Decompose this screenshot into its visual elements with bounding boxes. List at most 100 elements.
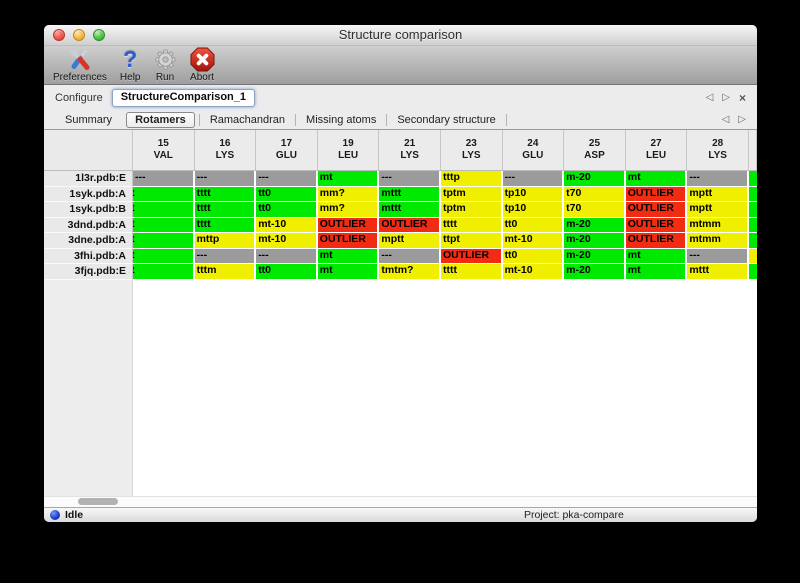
table-cell[interactable]: mt-10 <box>502 233 565 249</box>
table-cell[interactable]: OUTLIER <box>440 248 503 264</box>
table-cell[interactable]: m-20 <box>564 171 626 187</box>
table-cell[interactable]: tt0 <box>256 186 318 202</box>
table-cell[interactable]: m-20 <box>564 217 626 233</box>
toolbar-item-help[interactable]: ? Help <box>120 46 141 84</box>
table-cell[interactable]: tttt <box>194 186 257 202</box>
table-cell[interactable]: tp10 <box>502 202 565 218</box>
table-cell[interactable]: mtmm <box>687 217 749 233</box>
table-cell-partial[interactable] <box>748 217 757 233</box>
column-header-15[interactable]: 15 VAL <box>133 130 195 171</box>
table-cell[interactable]: OUTLIER <box>625 233 688 249</box>
table-cell[interactable]: t70 <box>564 202 626 218</box>
tab-secondary-structure[interactable]: Secondary structure <box>397 113 496 126</box>
table-cell-partial[interactable] <box>748 248 757 264</box>
table-cell[interactable]: tttt <box>440 217 503 233</box>
toolbar-item-run[interactable]: Run <box>154 46 177 83</box>
table-cell[interactable]: mt <box>317 248 380 264</box>
column-header-17[interactable]: 17 GLU <box>256 130 318 171</box>
table-cell[interactable]: mt <box>317 171 380 187</box>
table-cell[interactable]: mt <box>625 248 688 264</box>
table-cell[interactable]: --- <box>194 248 257 264</box>
configure-name-field[interactable]: StructureComparison_1 <box>111 88 256 107</box>
table-cell[interactable]: tttt <box>194 217 257 233</box>
minimize-window-button[interactable] <box>73 29 85 41</box>
table-cell[interactable]: mt <box>317 264 380 280</box>
table-cell[interactable]: tptm <box>440 186 503 202</box>
table-cell[interactable]: --- <box>502 171 565 187</box>
row-label[interactable]: 3dnd.pdb:A <box>44 217 133 233</box>
table-cell[interactable]: mttt <box>379 186 441 202</box>
table-cell-partial[interactable] <box>748 186 757 202</box>
column-header-23[interactable]: 23 LYS <box>440 130 503 171</box>
tab-missing-atoms[interactable]: Missing atoms <box>306 113 377 126</box>
table-cell[interactable]: mm? <box>317 202 380 218</box>
table-cell[interactable]: tp10 <box>502 186 565 202</box>
table-cell[interactable]: --- <box>194 171 257 187</box>
column-header-24[interactable]: 24 GLU <box>502 130 565 171</box>
toolbar-item-preferences[interactable]: Preferences <box>53 46 107 83</box>
table-cell[interactable]: t70 <box>564 186 626 202</box>
table-cell[interactable]: OUTLIER <box>317 217 380 233</box>
table-cell[interactable]: --- <box>687 248 749 264</box>
table-cell[interactable]: mt-10 <box>256 217 318 233</box>
row-label[interactable]: 3fhi.pdb:A <box>44 248 133 264</box>
zoom-window-button[interactable] <box>93 29 105 41</box>
table-cell[interactable]: tttm <box>194 264 257 280</box>
table-cell[interactable]: t <box>133 248 195 264</box>
table-cell[interactable]: m-20 <box>564 264 626 280</box>
tabs-prev-button[interactable]: ◁ <box>721 113 730 125</box>
table-cell[interactable]: mptt <box>379 233 441 249</box>
config-prev-button[interactable]: ◁ <box>705 91 714 103</box>
table-cell[interactable]: mt <box>625 171 688 187</box>
table-cell[interactable]: t <box>133 202 195 218</box>
row-label[interactable]: 3fjq.pdb:E <box>44 264 133 280</box>
table-cell[interactable]: --- <box>133 171 195 187</box>
table-cell[interactable]: mttt <box>687 264 749 280</box>
table-cell[interactable]: mt <box>625 264 688 280</box>
table-cell[interactable]: mtmm <box>687 233 749 249</box>
table-cell[interactable]: tmtm? <box>379 264 441 280</box>
table-cell[interactable]: t <box>133 264 195 280</box>
close-window-button[interactable] <box>53 29 65 41</box>
table-cell[interactable]: mttt <box>379 202 441 218</box>
table-cell[interactable]: tptm <box>440 202 503 218</box>
table-cell[interactable]: OUTLIER <box>625 202 688 218</box>
toolbar-item-abort[interactable]: Abort <box>189 46 215 83</box>
tab-rotamers[interactable]: Rotamers <box>126 111 195 128</box>
row-label[interactable]: 1l3r.pdb:E <box>44 171 133 187</box>
table-cell[interactable]: --- <box>379 171 441 187</box>
column-header-21[interactable]: 21 LYS <box>379 130 441 171</box>
row-label[interactable]: 3dne.pdb:A <box>44 233 133 249</box>
table-cell[interactable]: --- <box>379 248 441 264</box>
column-header-25[interactable]: 25 ASP <box>564 130 626 171</box>
table-cell[interactable]: t <box>133 186 195 202</box>
table-cell[interactable]: m-20 <box>564 233 626 249</box>
table-cell[interactable]: OUTLIER <box>379 217 441 233</box>
table-cell[interactable]: tttt <box>194 202 257 218</box>
column-header-19[interactable]: 19 LEU <box>317 130 380 171</box>
horizontal-scrollbar-thumb[interactable] <box>78 498 118 505</box>
title-bar[interactable]: Structure comparison <box>44 25 757 46</box>
table-cell[interactable]: --- <box>256 248 318 264</box>
horizontal-scrollbar[interactable] <box>44 496 757 507</box>
table-cell[interactable]: tttp <box>440 171 503 187</box>
table-cell[interactable]: m-20 <box>564 248 626 264</box>
table-cell[interactable]: mm? <box>317 186 380 202</box>
table-cell[interactable]: tttt <box>440 264 503 280</box>
table-cell[interactable]: tt0 <box>502 217 565 233</box>
table-cell-partial[interactable] <box>748 233 757 249</box>
tab-summary[interactable]: Summary <box>65 113 113 126</box>
table-cell-partial[interactable] <box>748 171 757 187</box>
tabs-next-button[interactable]: ▷ <box>738 113 746 125</box>
table-cell-partial[interactable] <box>748 264 757 280</box>
table-cell[interactable]: tt0 <box>256 202 318 218</box>
table-cell[interactable]: t <box>133 233 195 249</box>
table-cell[interactable]: tt0 <box>502 248 565 264</box>
column-header-16[interactable]: 16 LYS <box>194 130 257 171</box>
config-close-button[interactable]: × <box>738 90 746 105</box>
table-cell[interactable]: --- <box>256 171 318 187</box>
table-cell[interactable]: tt0 <box>256 264 318 280</box>
table-cell[interactable]: t <box>133 217 195 233</box>
table-cell[interactable]: mptt <box>687 202 749 218</box>
table-cell[interactable]: --- <box>687 171 749 187</box>
